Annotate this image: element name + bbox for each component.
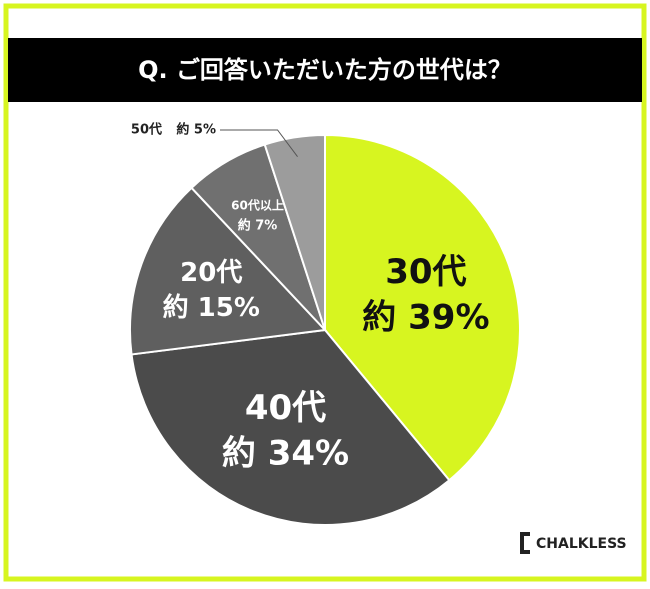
logo-text: CHALKLESS [536, 536, 627, 552]
value-label: 約 15% [163, 292, 260, 323]
logo-icon [520, 532, 530, 554]
value-label: 約 39% [362, 298, 489, 338]
category-label: 60代以上 [231, 197, 284, 212]
pie-slice [129, 186, 328, 356]
category-label: 30代 [385, 252, 466, 292]
category-label: 40代 [245, 388, 326, 428]
category-label: 50代 [131, 122, 162, 138]
pie-slice [130, 328, 451, 526]
pie-slice [324, 133, 521, 482]
pie-slice [263, 133, 326, 331]
value-label: 約 7% [238, 217, 278, 233]
title-bar [8, 38, 642, 102]
chart-title: Q. ご回答いただいた方の世代は？ [138, 56, 512, 84]
value-label: 約 34% [222, 434, 349, 474]
leader-line [220, 129, 298, 157]
logo: CHALKLESS [520, 532, 627, 554]
value-label: 約 5% [176, 122, 216, 138]
category-label: 20代 [180, 258, 242, 288]
